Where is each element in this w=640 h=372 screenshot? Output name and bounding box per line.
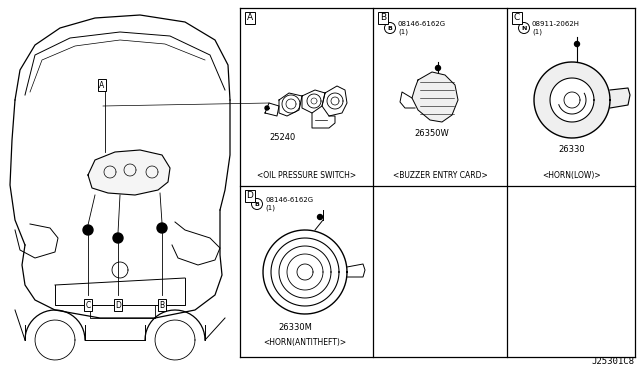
Text: 25240: 25240 <box>269 133 295 142</box>
Text: N: N <box>522 26 527 31</box>
Circle shape <box>113 233 123 243</box>
Text: B: B <box>380 13 386 22</box>
Text: C: C <box>514 13 520 22</box>
Text: 08146-6162G: 08146-6162G <box>398 21 446 27</box>
Text: <OIL PRESSURE SWITCH>: <OIL PRESSURE SWITCH> <box>257 171 356 180</box>
Text: (1): (1) <box>265 205 275 211</box>
Polygon shape <box>534 62 610 138</box>
Text: A: A <box>247 13 253 22</box>
Text: D: D <box>246 192 253 201</box>
Polygon shape <box>610 88 630 108</box>
Text: 26350W: 26350W <box>415 129 449 138</box>
Text: 26330M: 26330M <box>278 323 312 332</box>
Text: J25301C8: J25301C8 <box>591 357 634 366</box>
Circle shape <box>157 223 167 233</box>
Text: <HORN(LOW)>: <HORN(LOW)> <box>543 171 602 180</box>
Circle shape <box>317 215 323 219</box>
Text: 08146-6162G: 08146-6162G <box>265 197 313 203</box>
Text: C: C <box>85 301 91 310</box>
Text: <BUZZER ENTRY CARD>: <BUZZER ENTRY CARD> <box>392 171 488 180</box>
Text: 26330: 26330 <box>559 145 586 154</box>
Text: D: D <box>115 301 121 310</box>
Polygon shape <box>550 78 594 122</box>
Polygon shape <box>412 72 458 122</box>
Text: (1): (1) <box>398 29 408 35</box>
Text: B: B <box>159 301 164 310</box>
Circle shape <box>575 42 579 46</box>
Text: B: B <box>255 202 259 207</box>
Text: A: A <box>99 80 104 90</box>
Text: (1): (1) <box>532 29 542 35</box>
Text: B: B <box>388 26 392 31</box>
Circle shape <box>265 106 269 110</box>
Text: <HORN(ANTITHEFT)>: <HORN(ANTITHEFT)> <box>264 338 347 347</box>
Circle shape <box>83 225 93 235</box>
Circle shape <box>435 65 440 71</box>
Polygon shape <box>88 150 170 195</box>
Text: 08911-2062H: 08911-2062H <box>532 21 580 27</box>
